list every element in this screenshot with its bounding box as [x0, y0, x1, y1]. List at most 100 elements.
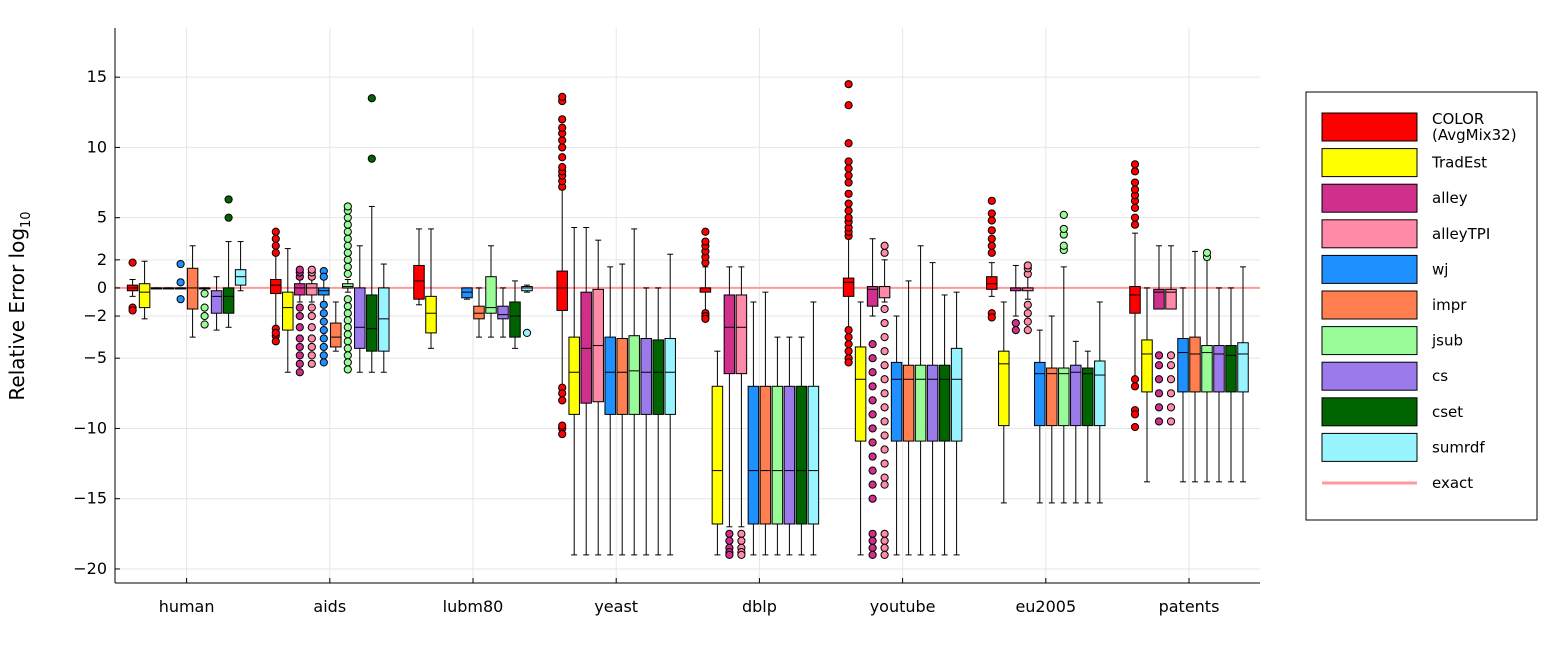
outlier-point	[1059, 224, 1068, 234]
outlier-point	[1166, 375, 1176, 384]
outlier-point	[1166, 389, 1176, 398]
outlier-point	[1130, 160, 1140, 169]
box-body	[473, 305, 485, 320]
box-body	[1153, 288, 1165, 310]
box-patents	[1165, 245, 1177, 426]
box-aids	[294, 265, 306, 377]
outlier-point	[1059, 210, 1068, 219]
box-youtube	[926, 262, 939, 556]
box-body	[330, 322, 342, 348]
outlier-point	[343, 344, 352, 353]
box-body	[640, 338, 652, 415]
outlier-point	[558, 123, 567, 132]
y-tick-label: −10	[73, 418, 107, 437]
box-dblp	[711, 350, 724, 556]
outlier-point	[880, 333, 889, 342]
outlier-point	[868, 438, 877, 447]
outlier-point	[1130, 375, 1140, 384]
box-body	[878, 286, 891, 299]
legend-item: cs	[1321, 361, 1448, 391]
outlier-point	[701, 227, 710, 236]
y-axis-title-subscript: 10	[19, 211, 34, 228]
outlier-point	[701, 237, 710, 246]
series-alley	[150, 227, 1165, 559]
box-body	[628, 335, 640, 415]
box-body	[998, 350, 1010, 427]
outlier-point	[319, 342, 328, 352]
box-patents	[1177, 287, 1189, 483]
outlier-point	[987, 313, 996, 322]
outlier-point	[868, 543, 877, 552]
box-body	[306, 283, 318, 296]
outlier-point	[987, 248, 996, 257]
outlier-point	[880, 361, 889, 370]
outlier-point	[880, 445, 889, 454]
y-tick-label: 10	[87, 137, 107, 156]
box-body	[783, 385, 796, 525]
box-aids	[282, 248, 294, 373]
outlier-point	[1130, 203, 1140, 212]
outlier-point	[1166, 417, 1176, 426]
box-body	[1225, 345, 1237, 393]
outlier-point	[1023, 261, 1032, 270]
outlier-point	[343, 309, 352, 318]
box-body	[735, 294, 748, 375]
x-tick-layer: human aids lubm80 yeast dblp youtube eu2005 pat…	[159, 578, 1219, 616]
box-human	[198, 287, 211, 329]
box-eu2005	[1094, 301, 1106, 504]
box-aids	[366, 94, 378, 373]
outlier-point	[224, 195, 233, 204]
box-body	[723, 294, 736, 375]
box-body	[509, 301, 521, 338]
outlier-point	[880, 403, 889, 412]
box-body	[1129, 286, 1141, 314]
legend-swatch	[1321, 148, 1418, 178]
legend-label: COLOR	[1432, 110, 1484, 128]
box-dblp	[795, 336, 808, 556]
legend-label: cset	[1432, 403, 1463, 421]
box-human	[174, 259, 187, 304]
box-patents	[1225, 287, 1237, 483]
box-body	[950, 347, 963, 442]
box-body	[282, 291, 294, 331]
box-body	[616, 338, 628, 415]
legend-label: exact	[1432, 474, 1473, 492]
outlier-point	[1166, 351, 1176, 360]
outlier-point	[737, 550, 746, 559]
outlier-point	[868, 529, 877, 538]
legend-swatch	[1321, 361, 1418, 391]
legend-label: jsub	[1431, 332, 1463, 350]
box-body	[378, 287, 390, 352]
outlier-point	[880, 543, 889, 552]
outlier-point	[1023, 300, 1032, 309]
outlier-point	[558, 429, 567, 439]
box-body	[1094, 360, 1106, 427]
box-body	[342, 283, 354, 289]
outlier-point	[868, 466, 877, 475]
box-body	[747, 385, 760, 525]
box-body	[294, 283, 306, 296]
box-aids	[354, 245, 366, 373]
box-eu2005	[1082, 350, 1094, 504]
box-body	[902, 364, 915, 442]
outlier-point	[1023, 309, 1032, 318]
box-patents	[1189, 250, 1201, 483]
outlier-point	[844, 189, 853, 198]
x-tick-label-dblp: dblp	[742, 597, 777, 616]
box-yeast	[628, 228, 640, 556]
outlier-point	[844, 80, 853, 89]
outlier-point	[295, 265, 304, 274]
outlier-point	[880, 241, 889, 250]
outlier-point	[128, 306, 137, 315]
outlier-point	[868, 382, 877, 391]
outlier-point	[1011, 325, 1020, 335]
outlier-point	[522, 328, 532, 337]
outlier-point	[868, 340, 877, 349]
series-alleytpi	[162, 239, 1177, 559]
outlier-point	[737, 536, 746, 545]
outlier-point	[1154, 361, 1164, 370]
outlier-point	[868, 494, 877, 503]
outlier-point	[844, 164, 853, 173]
outlier-point	[1130, 410, 1140, 419]
outlier-point	[868, 480, 877, 489]
